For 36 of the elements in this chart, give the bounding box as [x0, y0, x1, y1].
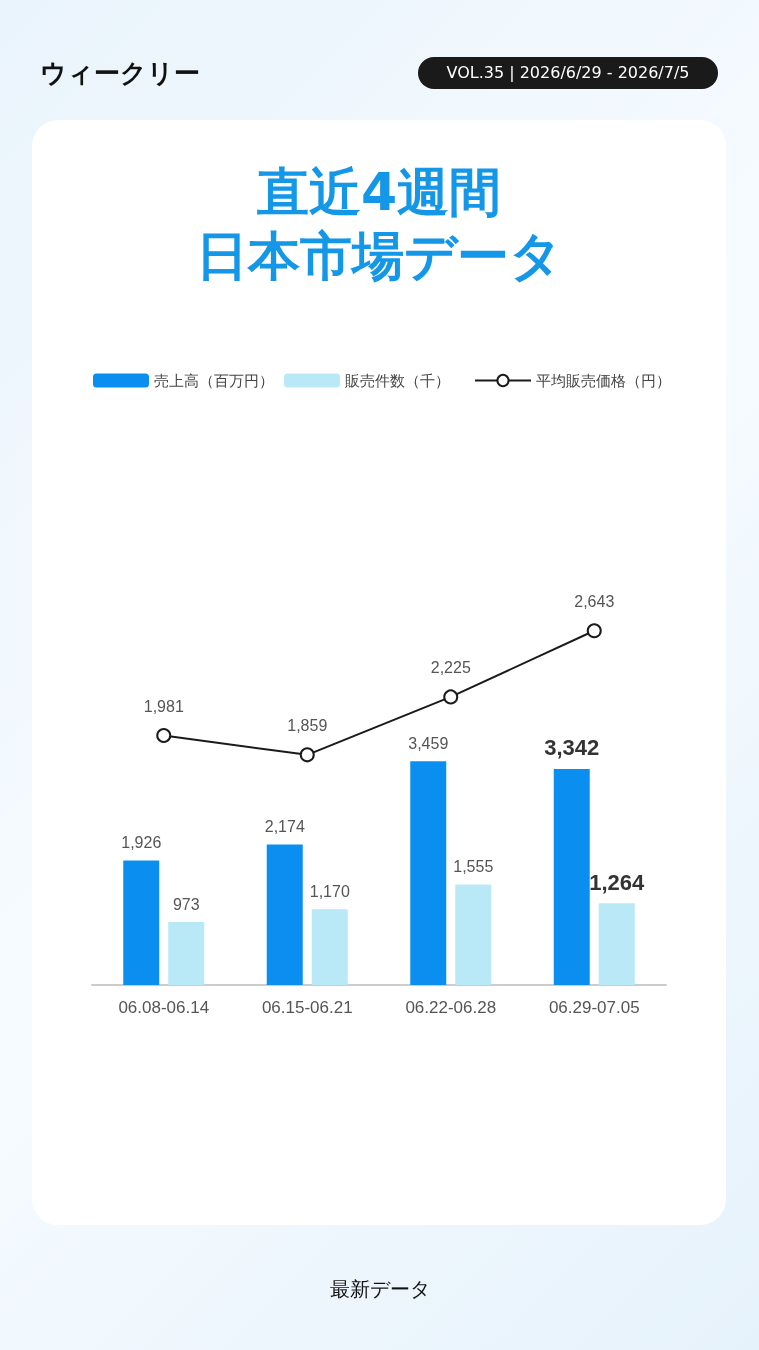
bar	[266, 844, 303, 985]
x-tick-label: 06.15-06.21	[261, 998, 353, 1017]
data-label: 1,859	[287, 716, 328, 734]
point	[586, 623, 602, 639]
legend-label: 販売件数（千）	[345, 372, 450, 389]
bar	[553, 768, 590, 985]
data-label: 1,981	[143, 697, 184, 715]
bar	[123, 860, 160, 985]
x-tick-label: 06.29-07.05	[548, 998, 640, 1017]
data-label: 2,174	[264, 817, 305, 835]
data-label: 973	[172, 895, 200, 913]
text: 日本市場データ	[195, 225, 563, 288]
x-tick-label: 06.22-06.28	[405, 998, 497, 1017]
legend-label: 売上高（百万円）	[154, 372, 274, 389]
point	[299, 747, 315, 763]
point	[443, 689, 459, 705]
data-label: 1,264	[589, 869, 646, 895]
bar	[168, 922, 205, 985]
data-label: 3,342	[544, 735, 600, 761]
text: 最新データ	[328, 1276, 431, 1303]
data-label: 3,459	[408, 734, 449, 752]
bar	[311, 909, 348, 985]
point	[156, 728, 172, 743]
data-label: 1,170	[309, 882, 350, 900]
text: ウィークリー	[40, 57, 200, 90]
bar	[598, 903, 635, 985]
text: 直近4週間	[255, 161, 503, 224]
x-tick-label: 06.08-06.14	[118, 998, 210, 1017]
data-label: 1,555	[453, 857, 494, 875]
data-label: 2,643	[574, 592, 615, 610]
bar	[410, 761, 447, 985]
data-label: 2,225	[430, 658, 471, 676]
legend-label: 平均販売価格（円）	[536, 372, 671, 389]
bar	[455, 884, 492, 985]
data-label: 1,926	[121, 833, 162, 851]
text: VOL.35 | 2026/6/29 - 2026/7/5	[418, 57, 718, 89]
